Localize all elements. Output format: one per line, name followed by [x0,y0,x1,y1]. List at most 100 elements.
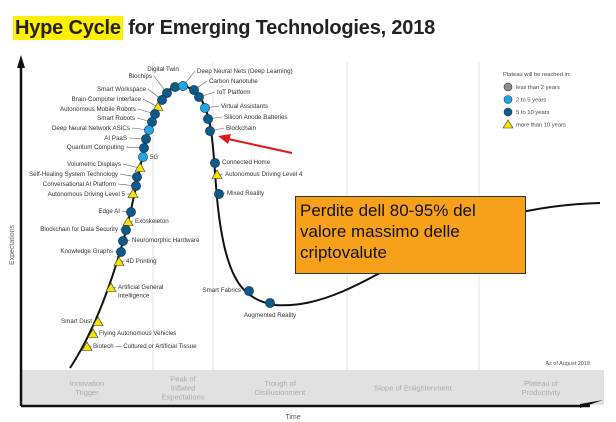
phase-label: Expectations [162,393,205,402]
technology-point: Virtual Assistants [200,103,268,113]
technology-marker-icon [144,125,154,135]
phase-label: Inflated [171,384,196,393]
legend-label: 2 to 5 years [516,98,546,104]
technology-point: Knowledge Graphs [60,247,126,257]
technology-label: Autonomous Driving Level 4 [225,171,303,178]
technology-label: Biochips [129,73,152,80]
technology-label: Neuromorphic Hardware [132,237,200,244]
technology-point: Volumetric Displays [67,161,146,172]
technology-label: AI PaaS [104,135,127,142]
technology-marker-icon [138,152,148,162]
technology-point: Silicon Anode Batteries [203,114,288,124]
technology-point: Autonomous Mobile Robots [60,106,160,119]
technology-marker-icon [205,126,215,136]
technology-point: Artificial General Intelligence [105,282,163,300]
technology-point: Augmented Reality [244,298,297,319]
technology-label: Virtual Assistants [221,103,268,110]
annotation-line: criptovalute [300,243,387,262]
y-axis-label: Expectations [9,224,16,265]
technology-marker-icon [132,172,142,182]
technology-point: Neuromorphic Hardware [118,236,200,246]
technology-point: Flying Autonomous Vehicles [87,328,176,338]
title-rest: for Emerging Technologies, 2018 [122,17,436,39]
technology-marker-icon [141,134,151,144]
y-axis-arrow-icon [17,55,25,68]
x-axis-arrow-icon [580,400,603,408]
technology-point: IoT Platform [194,89,251,102]
technology-marker-icon [126,207,136,217]
technology-marker-icon [210,158,220,168]
technology-label: Brain-Computer Interface [72,96,142,103]
technology-marker-icon [200,103,210,113]
technology-label: Deep Neural Nets (Deep Learning) [197,68,293,75]
annotation-line: valore massimo delle [300,222,460,241]
phase-label: Peak of [170,375,196,384]
technology-marker-icon [189,85,199,95]
legend-title: Plateau will be reached in: [503,72,571,78]
technology-point: Smart Dust [61,316,104,326]
technology-point: Carbon Nanotube [189,78,258,95]
technology-marker-icon [214,189,224,199]
technology-point: Deep Neural Network ASICs [52,125,154,135]
technology-label: 4D Printing [126,258,157,265]
legend-label: less than 2 years [516,85,560,91]
phase-label: Plateau of [524,379,559,388]
technology-point: Edge AI [98,207,136,217]
technology-point: Blockchain for Data Security [40,225,131,235]
title-highlight: Hype Cycle [13,16,123,40]
x-axis-label: Time [285,414,300,421]
technology-triangle-icon [113,256,125,266]
technology-label: Silicon Anode Batteries [224,114,288,121]
technology-point: AI PaaS [104,134,151,144]
technology-point: Autonomous Driving Level 4 [211,169,303,179]
arrow-head-icon [218,134,231,144]
technology-point: Self-Healing System Technology [29,171,142,182]
technology-point: Digital Twin [147,66,180,92]
phase-label: Productivity [522,388,561,397]
technology-marker-icon [194,92,204,102]
technology-marker-icon [162,88,172,98]
technology-triangle-icon [122,216,134,226]
technology-triangle-icon [92,316,104,326]
technology-marker-icon [131,181,141,191]
technology-marker-icon [139,143,149,153]
technology-marker-icon [203,114,213,124]
technology-point: Smart Robots [97,115,157,127]
technology-label: Deep Neural Network ASICs [52,125,130,132]
technology-label: Flying Autonomous Vehicles [99,330,176,337]
technology-label: Smart Workspace [97,86,147,93]
technology-label: 5G [150,154,158,161]
technology-marker-icon [265,298,275,308]
technology-label: Biotech — Cultured or Artificial Tissue [93,343,197,350]
technology-triangle-icon [211,169,223,179]
technology-marker-icon [118,236,128,246]
technology-point: Smart Fabrics [202,286,254,296]
technology-label: Exoskeleton [135,218,169,225]
technology-triangle-icon [81,341,93,351]
phase-label: Innovation [70,379,105,388]
technology-point: Blockchain [205,125,256,136]
technology-label: IoT Platform [217,89,251,96]
legend-label: 5 to 10 years [516,110,550,116]
technology-triangle-icon [87,328,99,338]
technology-point: Smart Workspace [97,86,167,105]
legend-triangle-icon [502,119,514,129]
technology-point: Conversational AI Platform [43,181,141,191]
technology-point: Deep Neural Nets (Deep Learning) [178,68,293,91]
technology-label: Autonomous Driving Level 5 [48,191,126,198]
legend-marker-icon [503,82,513,92]
technology-point: Biotech — Cultured or Artificial Tissue [81,341,197,351]
technology-marker-icon [157,95,167,105]
technology-label: Artificial General Intelligence [118,284,163,300]
phase-band [21,370,604,405]
technology-label: Mixed Reality [227,190,265,197]
technology-marker-icon [244,286,254,296]
technology-label: Connected Home [222,159,271,166]
as-of-date: As of August 2018 [545,361,590,367]
technology-point: Exoskeleton [122,216,169,226]
technology-marker-icon [116,247,126,257]
technology-label: Quantum Computing [67,144,125,151]
